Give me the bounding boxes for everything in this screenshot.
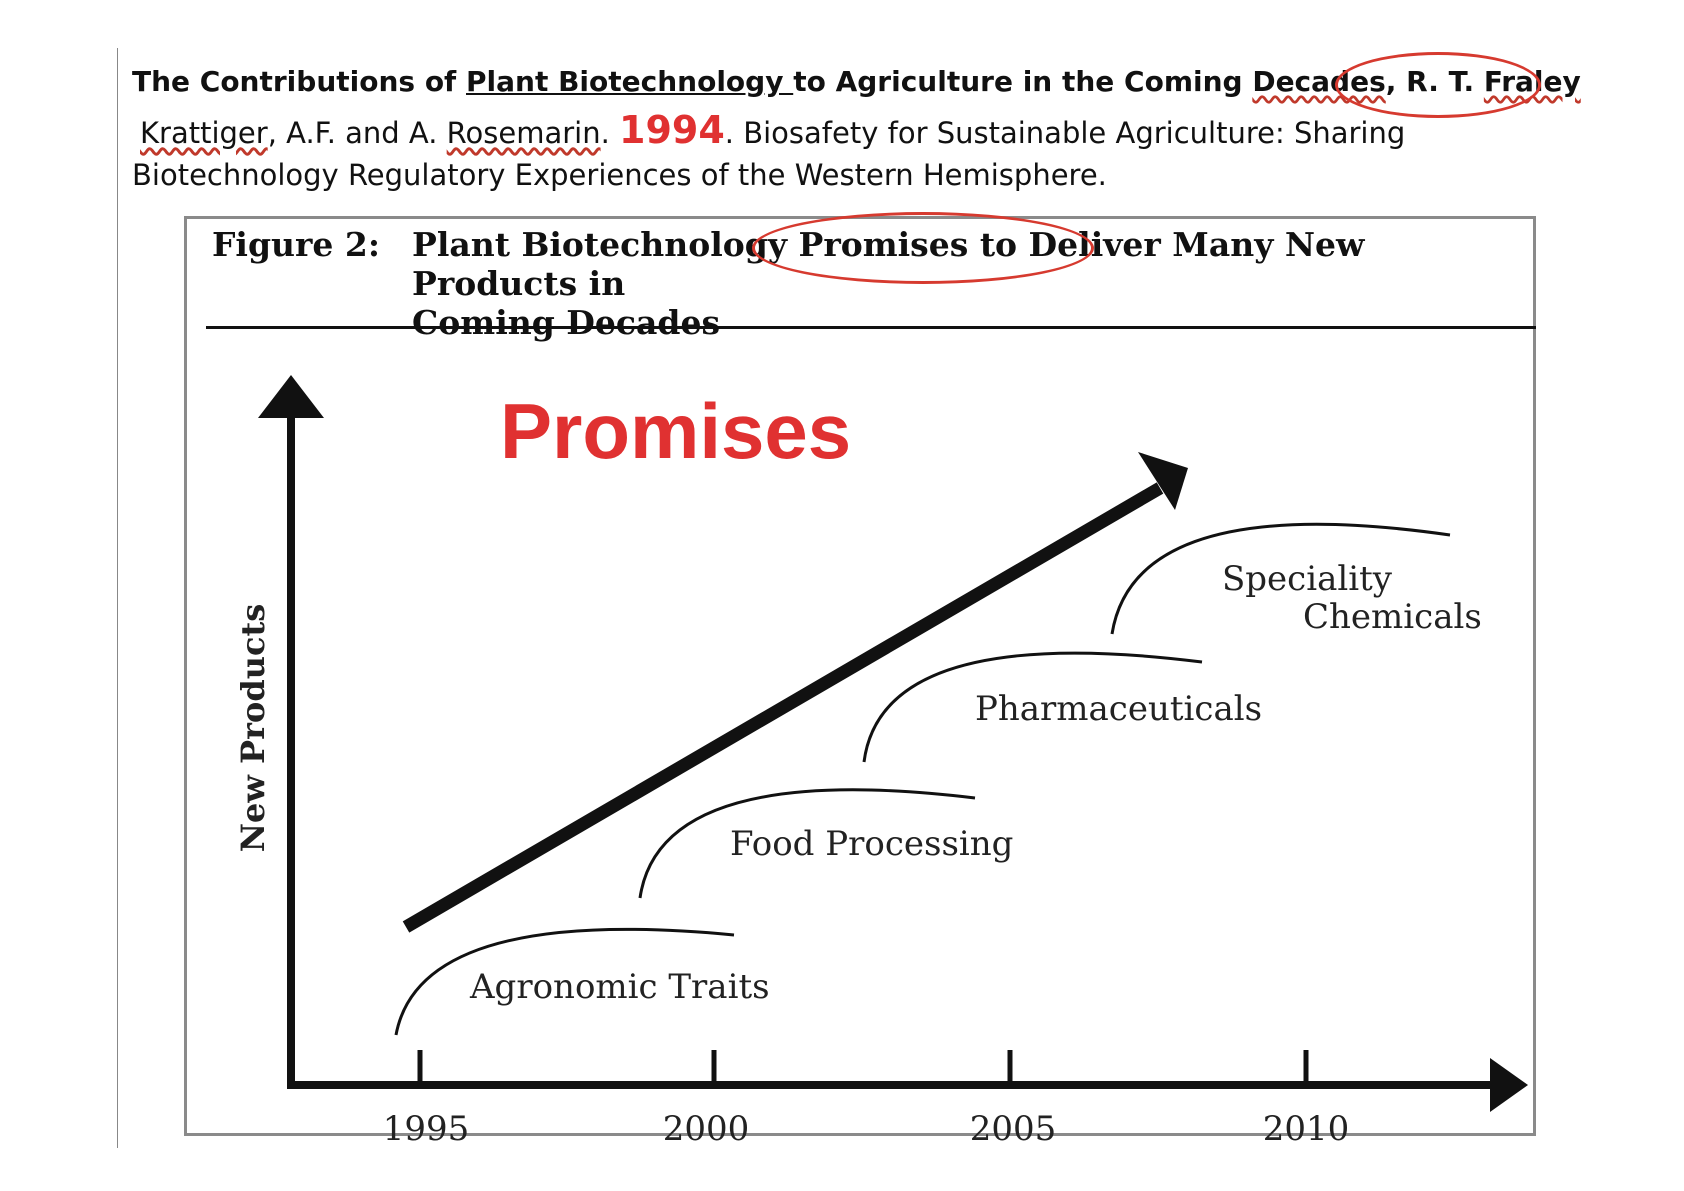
document-margin-rule [117, 48, 118, 1148]
figure-title-rule [206, 326, 1536, 329]
reference-title: . Biosafety for Sustainable Agriculture:… [724, 116, 1406, 150]
stage-label-agronomic-traits: Agronomic Traits [469, 967, 770, 1007]
citation-title-prefix: The Contributions of [132, 65, 466, 98]
citation-reference-line: Krattiger, A.F. and A. Rosemarin. 1994. … [140, 106, 1612, 152]
x-tick-label-2005: 2005 [970, 1109, 1057, 1149]
promise-highlight-circle [752, 212, 1094, 284]
reference-dot: . [600, 116, 620, 150]
reference-author-1: Krattiger [140, 116, 268, 150]
citation-title-middle: to Agriculture in the Coming [793, 65, 1253, 98]
trend-arrow-shaft [402, 482, 1164, 933]
x-tick-label-2000: 2000 [663, 1109, 750, 1149]
promises-annotation: Promises [500, 387, 851, 475]
x-tick-label-2010: 2010 [1263, 1109, 1350, 1149]
stage-label-speciality: Speciality [1222, 559, 1393, 599]
figure-label: Figure 2: [212, 225, 381, 264]
stage-arc-food-processing [638, 788, 976, 899]
stage-arc-speciality-chemicals [1110, 522, 1451, 635]
x-tick-label-1995: 1995 [383, 1109, 470, 1149]
stage-label-chemicals: Chemicals [1303, 597, 1482, 637]
stage-label-food-processing: Food Processing [730, 824, 1013, 864]
y-axis-label: New Products [234, 604, 272, 852]
citation-reference-line-3: Biotechnology Regulatory Experiences of … [132, 158, 1107, 192]
author-highlight-circle [1335, 52, 1541, 118]
y-axis-arrowhead [258, 375, 324, 418]
stage-label-pharmaceuticals: Pharmaceuticals [975, 689, 1262, 729]
reference-author-2: Rosemarin [446, 116, 601, 150]
citation-title-underlined: Plant Biotechnology [466, 65, 794, 98]
stage-arc-agronomic-traits [394, 927, 735, 1036]
stage-arc-pharmaceuticals [862, 651, 1203, 763]
x-axis-arrowhead [1490, 1058, 1528, 1112]
trend-arrowhead [1138, 452, 1188, 510]
reference-middle: , A.F. and A. [267, 116, 447, 150]
reference-year: 1994 [619, 108, 725, 152]
